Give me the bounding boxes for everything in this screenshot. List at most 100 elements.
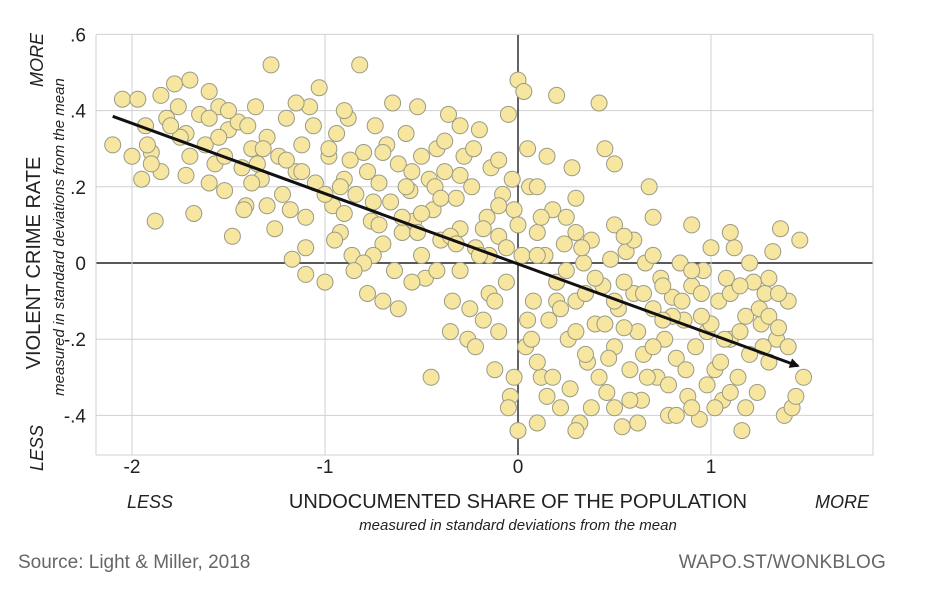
- data-point: [557, 208, 575, 226]
- data-point: [113, 90, 131, 108]
- data-point: [397, 125, 415, 142]
- data-point: [341, 151, 359, 169]
- data-point: [328, 125, 346, 142]
- data-point: [528, 353, 546, 371]
- data-point: [667, 349, 685, 367]
- data-point: [210, 128, 228, 146]
- y-tick-label: -.2: [64, 330, 86, 351]
- data-point: [181, 147, 199, 165]
- data-point: [422, 368, 440, 386]
- data-point: [133, 170, 151, 188]
- data-point: [600, 349, 618, 367]
- data-point: [596, 315, 614, 333]
- data-point: [683, 262, 701, 280]
- data-point: [389, 300, 407, 318]
- data-point: [243, 174, 261, 192]
- data-point: [467, 338, 484, 356]
- data-point: [347, 185, 365, 203]
- x-axis-more-label: MORE: [815, 492, 870, 512]
- data-point: [355, 144, 373, 161]
- data-point: [644, 246, 662, 264]
- data-point: [374, 235, 392, 253]
- data-point: [499, 399, 517, 417]
- y-tick-label: .6: [70, 25, 86, 46]
- data-point: [683, 216, 701, 234]
- data-point: [432, 189, 450, 207]
- data-point: [764, 243, 782, 261]
- data-point: [389, 155, 407, 173]
- data-point: [644, 208, 662, 226]
- data-point: [596, 140, 614, 158]
- data-point: [528, 178, 546, 196]
- source-note: Source: Light & Miller, 2018: [18, 552, 251, 573]
- data-point: [297, 239, 315, 257]
- data-point: [544, 368, 562, 386]
- data-point: [486, 292, 504, 310]
- data-point: [567, 224, 585, 241]
- data-point: [721, 224, 739, 241]
- data-point: [370, 174, 388, 192]
- x-axis-subtitle: measured in standard deviations from the…: [359, 517, 677, 534]
- data-point: [374, 292, 392, 310]
- data-point: [200, 83, 218, 100]
- data-point: [712, 353, 730, 371]
- x-tick-label: 1: [706, 457, 717, 478]
- data-point: [524, 292, 542, 310]
- data-point: [673, 292, 691, 310]
- data-point: [779, 338, 797, 356]
- data-point: [254, 140, 272, 158]
- data-point: [123, 147, 141, 165]
- y-axis-more-label: MORE: [27, 32, 47, 87]
- data-point: [795, 368, 813, 386]
- data-point: [567, 422, 585, 440]
- data-point: [532, 208, 550, 226]
- data-point: [181, 71, 199, 89]
- data-point: [698, 376, 716, 394]
- data-point: [441, 323, 459, 341]
- data-point: [474, 311, 492, 329]
- data-point: [326, 231, 344, 249]
- data-point: [519, 140, 537, 158]
- data-point: [463, 178, 481, 196]
- data-point: [509, 216, 527, 234]
- data-point: [615, 227, 633, 245]
- brand-link[interactable]: WAPO.ST/WONKBLOG: [678, 552, 886, 573]
- data-point: [725, 239, 743, 257]
- data-point: [440, 105, 457, 123]
- x-axis-less-label: LESS: [127, 492, 173, 512]
- data-point: [629, 414, 647, 432]
- data-point: [590, 94, 608, 112]
- data-point: [470, 121, 488, 139]
- data-point: [721, 384, 739, 401]
- data-point: [538, 147, 556, 165]
- data-point: [509, 422, 527, 440]
- data-point: [538, 387, 556, 405]
- data-point: [513, 246, 531, 264]
- data-point: [528, 246, 546, 264]
- data-point: [733, 422, 751, 440]
- data-point: [316, 273, 334, 291]
- data-point: [465, 140, 483, 158]
- data-point: [490, 151, 508, 169]
- data-point: [129, 90, 147, 108]
- data-point: [490, 197, 508, 215]
- data-point: [297, 265, 315, 283]
- data-point: [436, 132, 454, 150]
- data-point: [281, 201, 299, 219]
- data-points: [104, 56, 813, 440]
- data-point: [683, 399, 701, 417]
- data-point: [706, 399, 724, 417]
- data-point: [266, 220, 284, 238]
- data-point: [370, 216, 388, 234]
- data-point: [505, 201, 523, 219]
- data-point: [519, 311, 537, 329]
- data-point: [606, 216, 623, 234]
- data-point: [409, 98, 427, 116]
- data-point: [304, 117, 322, 135]
- data-point: [677, 361, 695, 379]
- data-point: [293, 136, 311, 154]
- y-axis-less-label: LESS: [27, 425, 47, 471]
- data-point: [602, 250, 620, 268]
- data-point: [563, 159, 581, 177]
- x-tick-label: -1: [317, 457, 334, 478]
